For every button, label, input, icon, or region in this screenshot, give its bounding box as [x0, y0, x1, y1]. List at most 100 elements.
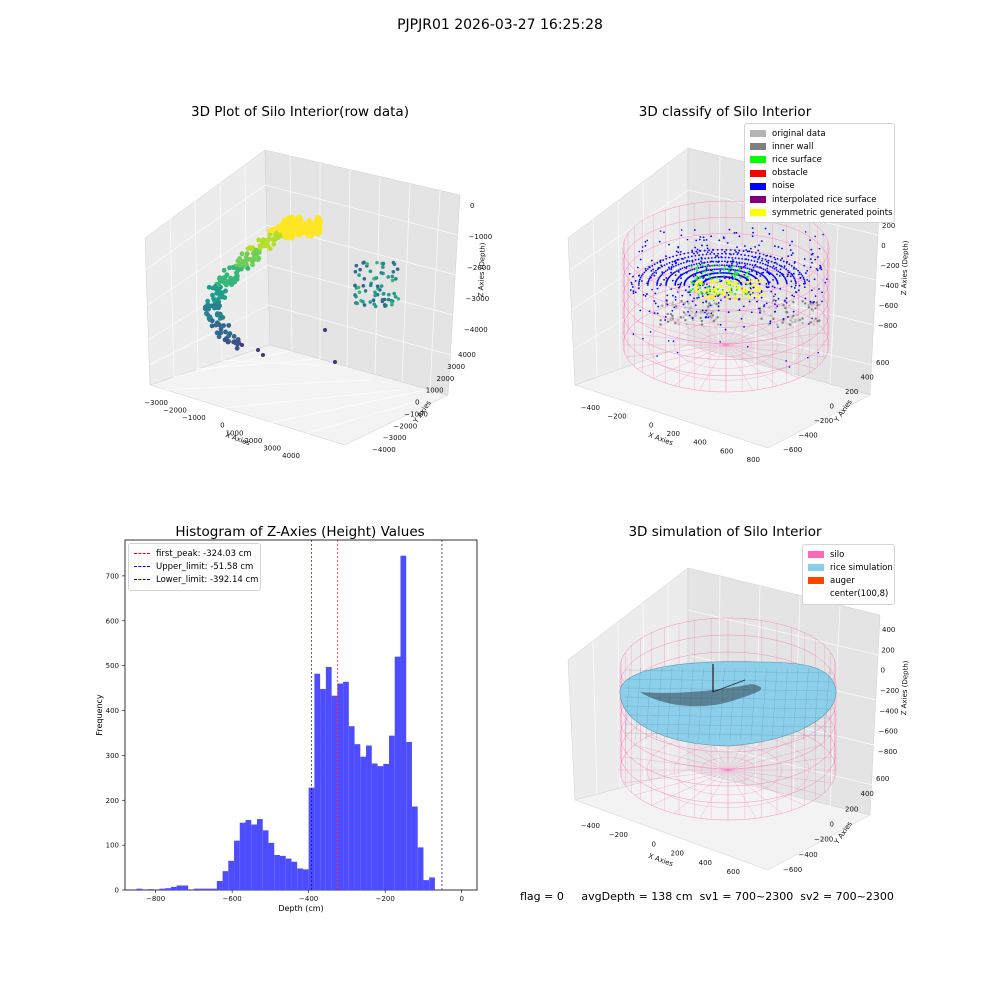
rice-surface-point [696, 275, 699, 278]
data-point [368, 300, 373, 304]
rice-surface-point [706, 286, 709, 289]
noise-point [745, 249, 748, 251]
noise-point [716, 264, 719, 267]
noise-point [647, 280, 650, 283]
noise-point [793, 287, 796, 289]
noise-point [773, 261, 776, 264]
wall-point [785, 310, 788, 314]
data-point [226, 339, 231, 344]
noise-point [736, 263, 739, 265]
x-tick: 0 [652, 840, 656, 848]
z-tick: 400 [882, 626, 895, 634]
legend-swatch [750, 169, 766, 177]
noise-point [668, 275, 671, 278]
rice-surface-point [690, 265, 693, 268]
histogram-bar [325, 666, 332, 890]
noise-point [684, 271, 687, 274]
noise-point [630, 281, 633, 284]
noise-point [748, 268, 751, 270]
noise-point [820, 266, 822, 269]
histogram-bar [331, 695, 338, 890]
rice-surface-point [712, 264, 715, 267]
legend-swatch [750, 209, 766, 217]
noise-point [628, 272, 631, 275]
noise-point [803, 286, 806, 289]
noise-point [729, 260, 732, 263]
noise-point [772, 265, 775, 268]
rice-surface-point [697, 282, 700, 285]
noise-point [777, 246, 780, 248]
rice-surface-point [689, 289, 692, 292]
noise-point [776, 282, 779, 285]
noise-point [707, 269, 710, 272]
noise-point [821, 300, 823, 303]
noise-point [691, 260, 694, 263]
histogram-y-tick: 100 [106, 842, 119, 850]
noise-point [709, 304, 712, 307]
noise-point [751, 255, 754, 258]
wall-point [796, 313, 799, 317]
wall-point [671, 314, 674, 318]
noise-point [751, 227, 754, 230]
noise-point [692, 275, 695, 278]
noise-point [747, 254, 750, 257]
noise-point [685, 265, 688, 268]
noise-point [632, 333, 635, 335]
noise-point [639, 309, 642, 312]
symmetric-point [707, 290, 710, 293]
noise-point [658, 276, 661, 279]
histogram-y-tick: 600 [106, 617, 119, 625]
symmetric-point [756, 279, 759, 282]
noise-point [641, 250, 644, 252]
wall-point [775, 323, 779, 326]
data-point [215, 311, 221, 317]
z-tick: −3000 [466, 295, 490, 303]
noise-point [664, 316, 667, 318]
noise-point [674, 271, 677, 274]
histogram-ylabel: Frequency [95, 694, 104, 736]
legend-item: original data [750, 127, 889, 140]
noise-point [783, 276, 786, 279]
noise-point [752, 269, 755, 272]
rice-surface-point [718, 271, 721, 274]
rice-surface-point [707, 273, 710, 276]
noise-point [775, 266, 778, 269]
noise-point [697, 271, 700, 274]
noise-point [674, 298, 677, 301]
data-point [245, 266, 251, 271]
z-axis-label: Z Axies (Depth) [477, 242, 487, 297]
x-tick: 400 [693, 439, 706, 447]
noise-point [756, 300, 758, 303]
symmetric-point [715, 290, 718, 293]
noise-point [788, 271, 791, 274]
noise-point [724, 252, 727, 255]
noise-point [683, 266, 686, 269]
noise-point [685, 261, 688, 263]
noise-point [790, 280, 793, 283]
noise-point [672, 294, 674, 297]
histogram-bar [182, 885, 189, 890]
noise-point [793, 295, 796, 298]
noise-point [786, 282, 788, 285]
symmetric-point [751, 293, 754, 296]
noise-point [714, 256, 717, 259]
noise-point [738, 309, 741, 311]
noise-point [804, 282, 806, 285]
noise-point [732, 253, 735, 255]
noise-point [672, 255, 674, 258]
data-point [207, 315, 213, 321]
wall-point [675, 306, 678, 310]
histogram-bar [251, 824, 257, 890]
data-point [393, 294, 398, 299]
noise-point [778, 275, 781, 277]
symmetric-point [721, 285, 724, 288]
wall-point [716, 323, 720, 326]
noise-point [743, 245, 746, 247]
noise-point [774, 245, 776, 248]
noise-point [676, 291, 679, 293]
noise-point [785, 297, 788, 300]
noise-point [781, 257, 783, 260]
noise-point [668, 243, 670, 246]
mesh-line [750, 667, 757, 741]
noise-point [661, 271, 664, 274]
